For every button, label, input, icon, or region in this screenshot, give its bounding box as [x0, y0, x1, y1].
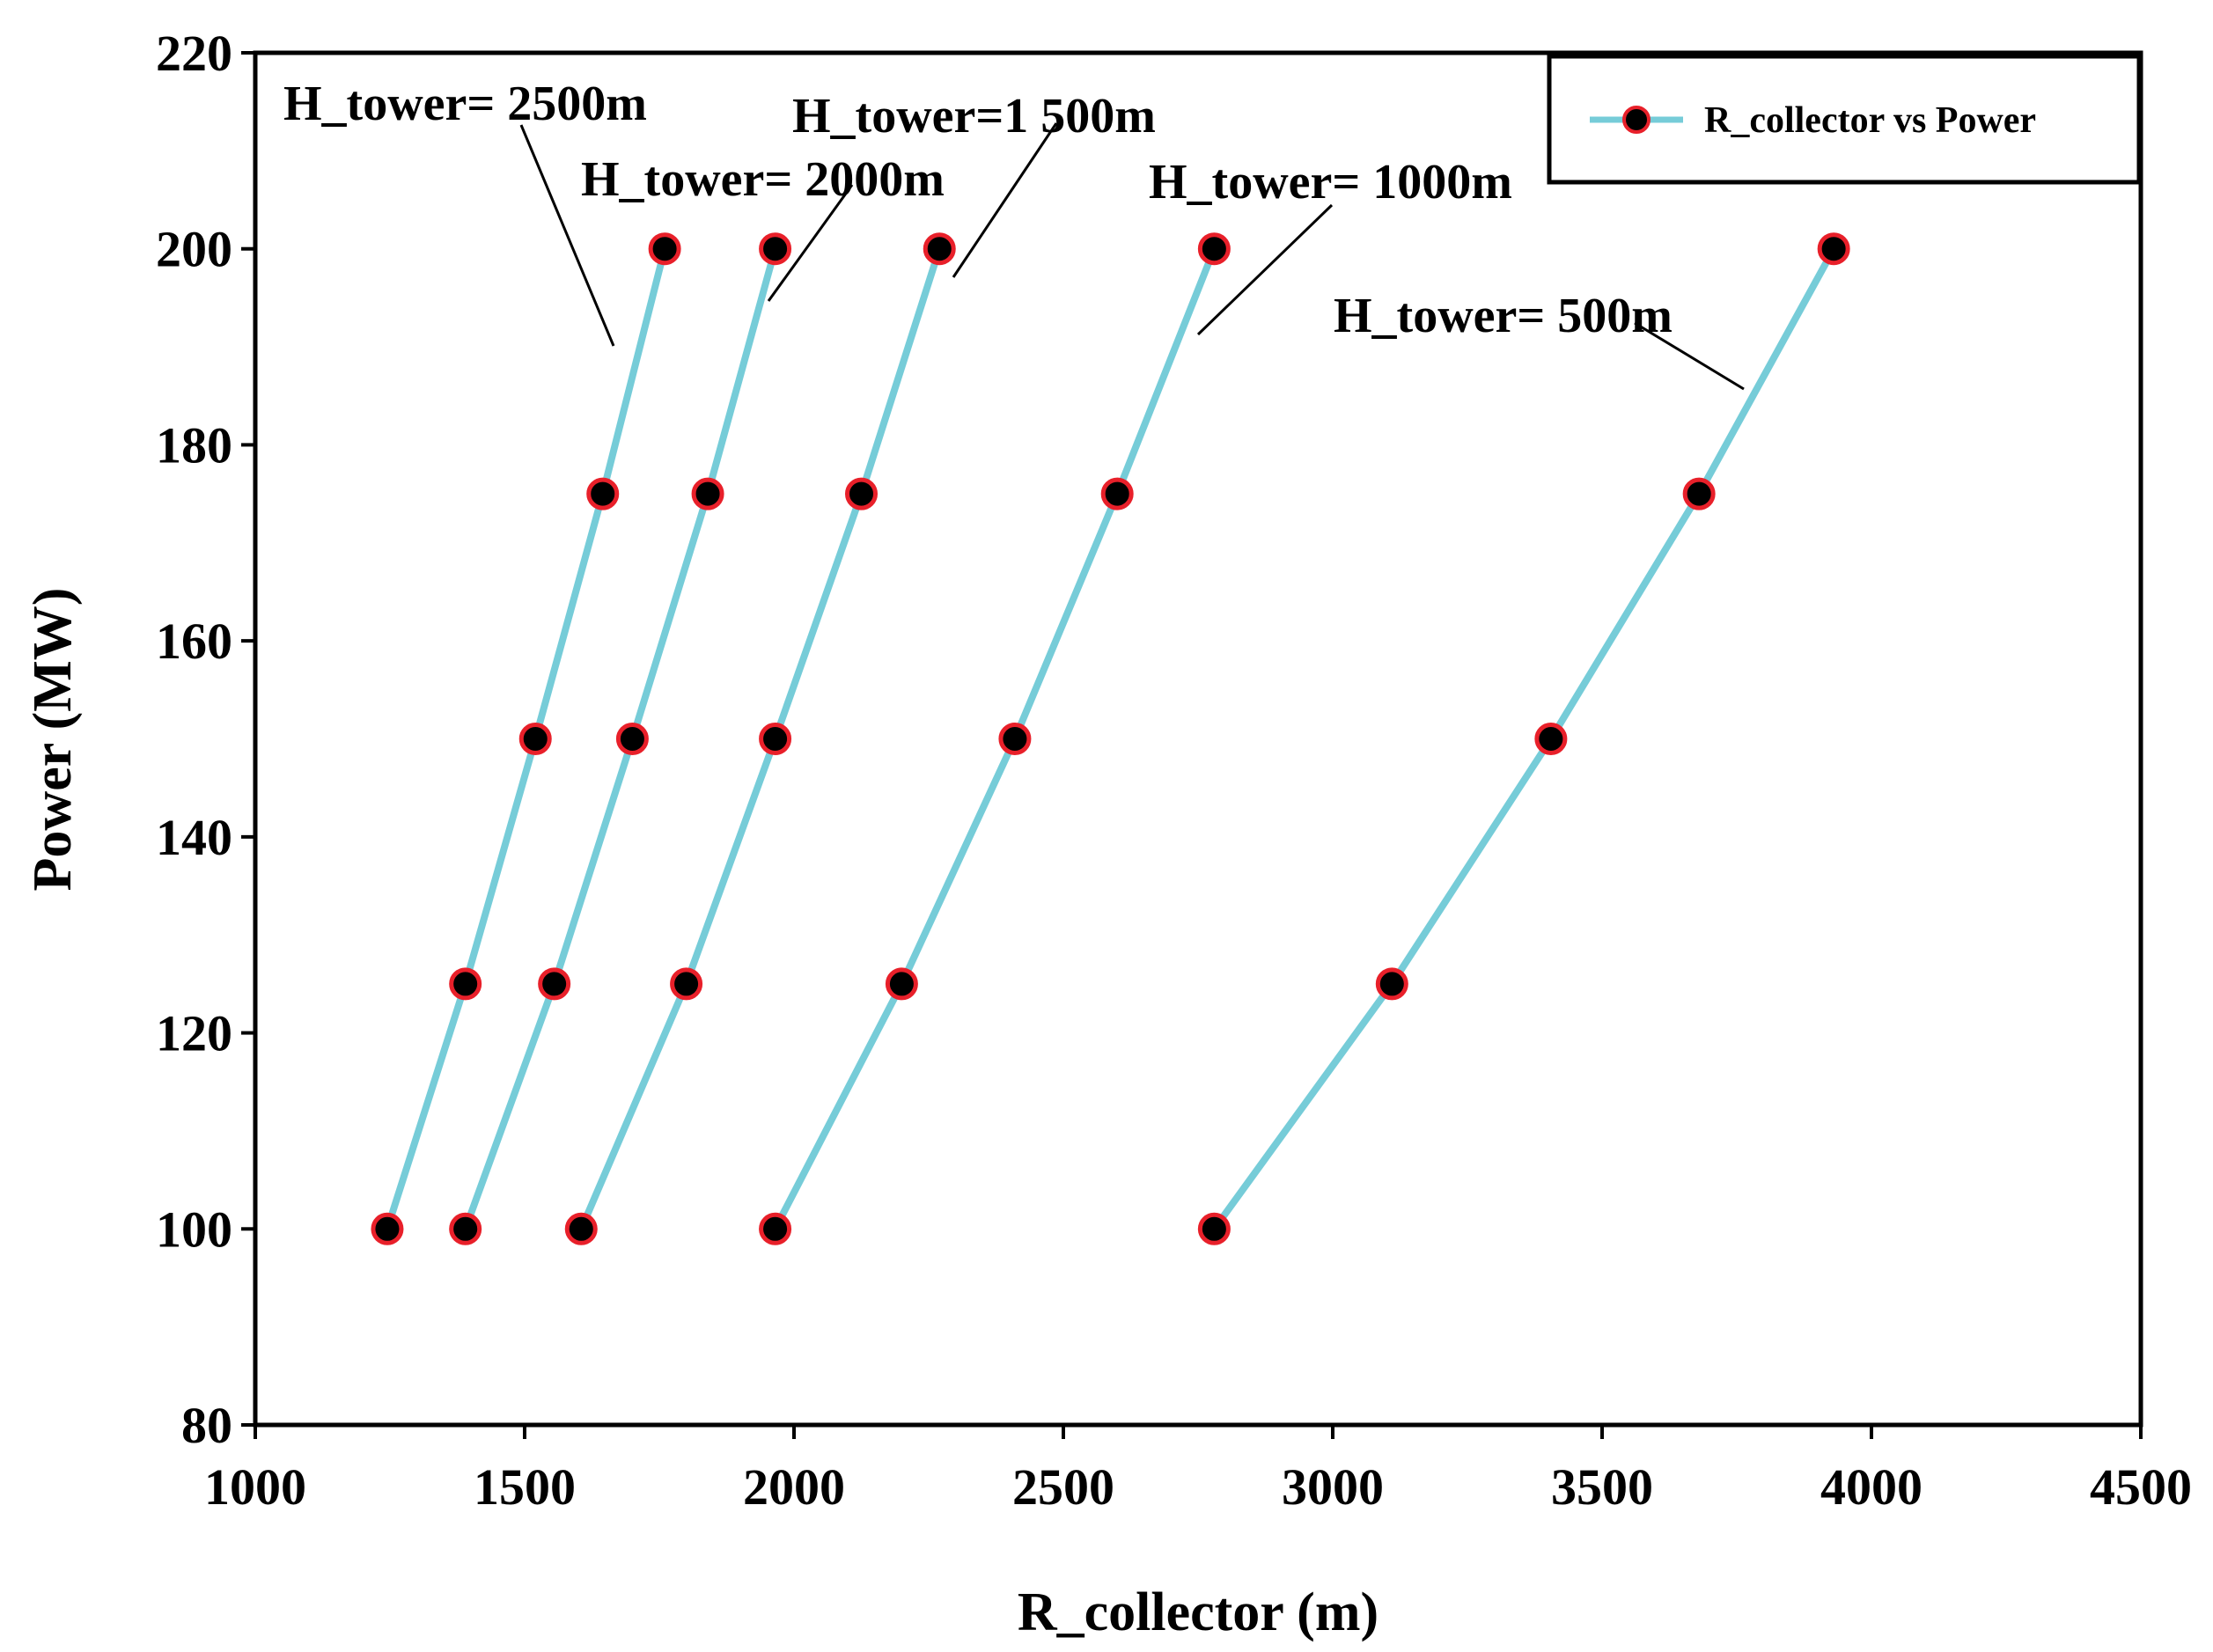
annotation-layer: H_tower= 2500m H_tower= 2000m H_tower=1 50…: [283, 77, 1745, 391]
series-1: [371, 232, 681, 1245]
data-point: [615, 723, 649, 755]
annotation-label: H_tower=1 500m: [792, 89, 1156, 143]
annotation-leader-line: [1196, 203, 1334, 336]
data-point: [1817, 232, 1850, 266]
y-tick-label: 100: [156, 1200, 232, 1258]
annotation-leader-line: [767, 184, 854, 302]
data-point: [538, 967, 571, 1001]
series-2: [449, 232, 792, 1245]
series-3: [564, 232, 956, 1245]
x-tick-label: 4000: [1820, 1458, 1923, 1516]
annotation-leader-line: [1634, 321, 1745, 391]
series-4: [759, 232, 1231, 1245]
x-tick-label: 3000: [1282, 1458, 1384, 1516]
y-axis-ticks: 80 100 120 140 160 180 200 220: [156, 25, 255, 1454]
y-tick-label: 180: [156, 416, 232, 474]
data-point: [1375, 967, 1408, 1001]
legend-label: R_collector vs Power: [1704, 100, 2036, 141]
data-point: [759, 1212, 792, 1245]
legend: R_collector vs Power: [1547, 54, 2142, 185]
y-tick-label: 80: [181, 1397, 232, 1454]
data-point: [845, 477, 878, 510]
annotation-label: H_tower= 500m: [1334, 289, 1673, 343]
data-point: [691, 477, 724, 510]
data-point: [1534, 723, 1568, 755]
y-tick-label: 200: [156, 221, 232, 278]
data-point: [759, 232, 792, 266]
annotation-label: H_tower= 1000m: [1149, 155, 1512, 209]
x-axis-ticks: 1000 1500 2000 2500 3000 3500 4000 4500: [204, 1425, 2192, 1516]
data-point: [564, 1212, 598, 1245]
y-tick-label: 140: [156, 809, 232, 866]
series-5: [1197, 232, 1850, 1245]
data-point: [449, 967, 482, 1001]
data-point: [885, 967, 918, 1001]
x-tick-label: 2000: [743, 1458, 845, 1516]
data-point: [1682, 477, 1716, 510]
x-tick-label: 1000: [204, 1458, 306, 1516]
y-axis-title: Power (MW): [23, 588, 83, 892]
annotation-label: H_tower= 2000m: [581, 152, 945, 207]
data-point: [1197, 1212, 1231, 1245]
legend-marker: [1622, 106, 1651, 134]
x-tick-label: 3500: [1551, 1458, 1653, 1516]
data-point: [518, 723, 552, 755]
x-tick-label: 4500: [2090, 1458, 2192, 1516]
data-point: [923, 232, 956, 266]
annotation-leader-line: [519, 124, 615, 347]
data-point: [1100, 477, 1134, 510]
data-point: [670, 967, 703, 1001]
data-point: [449, 1212, 482, 1245]
plot-area: [253, 50, 2143, 1428]
data-point: [998, 723, 1032, 755]
annotation-leader-line: [952, 122, 1058, 278]
x-tick-label: 1500: [474, 1458, 576, 1516]
y-tick-label: 160: [156, 613, 232, 670]
y-tick-label: 120: [156, 1005, 232, 1062]
x-tick-label: 2500: [1012, 1458, 1114, 1516]
y-tick-label: 220: [156, 25, 232, 82]
data-point: [1197, 232, 1231, 266]
series-layer: [371, 232, 1850, 1245]
data-point: [371, 1212, 404, 1245]
annotation-label: H_tower= 2500m: [283, 77, 647, 131]
data-point: [648, 232, 681, 266]
data-point: [586, 477, 620, 510]
x-axis-title: R_collector (m): [1018, 1582, 1379, 1642]
data-point: [759, 723, 792, 755]
